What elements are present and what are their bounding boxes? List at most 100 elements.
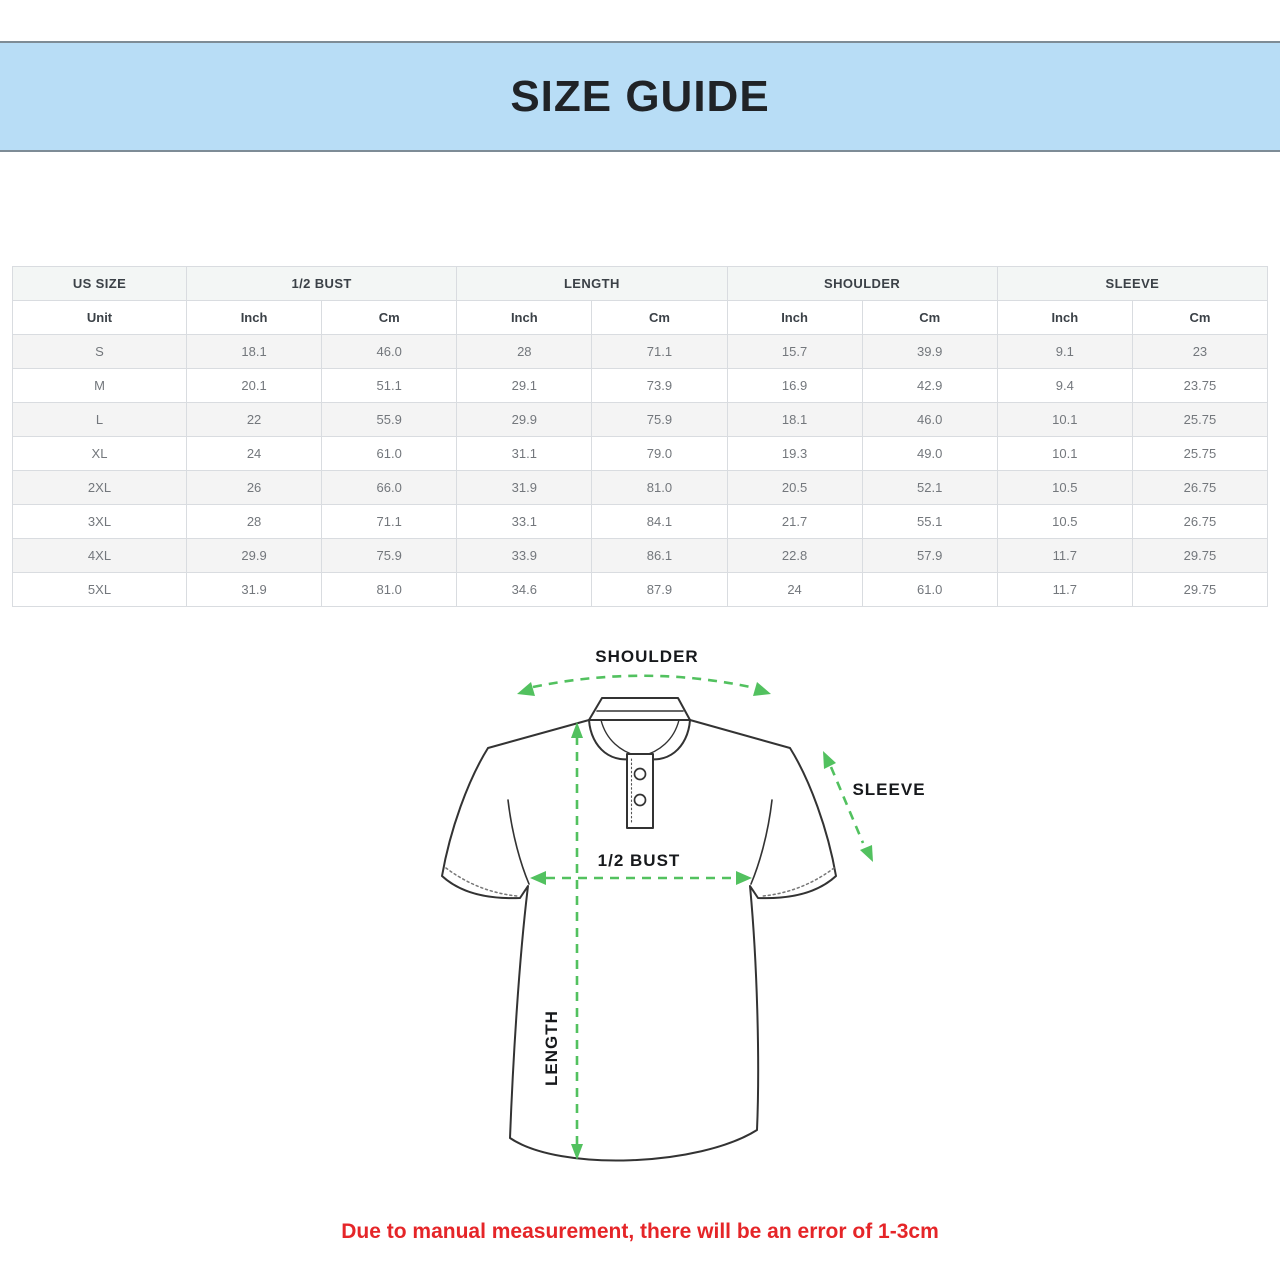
measurement-cell: 31.9 xyxy=(185,572,323,607)
col-header-length: LENGTH xyxy=(456,266,728,301)
measurement-cell: 18.1 xyxy=(726,402,863,437)
measurement-cell: 34.6 xyxy=(456,572,593,607)
measurement-cell: 25.75 xyxy=(1131,436,1269,471)
measurement-cell: 49.0 xyxy=(861,436,998,471)
measurement-cell: 9.4 xyxy=(996,368,1133,403)
measurement-cell: 22.8 xyxy=(726,538,863,573)
measurement-cell: 29.75 xyxy=(1131,538,1269,573)
row-size-label: 2XL xyxy=(12,470,187,505)
measurement-cell: 84.1 xyxy=(591,504,728,539)
measurement-cell: 51.1 xyxy=(321,368,458,403)
row-size-label: 4XL xyxy=(12,538,187,573)
page-title: SIZE GUIDE xyxy=(510,71,770,121)
measurement-cell: 46.0 xyxy=(861,402,998,437)
table-unit-header-row: Unit Inch Cm Inch Cm Inch Cm Inch Cm xyxy=(12,300,1269,335)
measurement-cell: 20.1 xyxy=(185,368,323,403)
length-label: LENGTH xyxy=(542,1010,561,1086)
measurement-cell: 9.1 xyxy=(996,334,1133,369)
table-row: 2XL 26 66.0 31.9 81.0 20.5 52.1 10.5 26.75 xyxy=(12,470,1269,505)
measurement-cell: 16.9 xyxy=(726,368,863,403)
col-header-us-size: US SIZE xyxy=(12,266,187,301)
measurement-cell: 21.7 xyxy=(726,504,863,539)
unit-header: Unit xyxy=(12,300,187,335)
bust-label: 1/2 BUST xyxy=(598,851,681,870)
measurement-cell: 25.75 xyxy=(1131,402,1269,437)
bust-measure-arrow xyxy=(530,871,752,885)
row-size-label: M xyxy=(12,368,187,403)
unit-header: Cm xyxy=(1131,300,1269,335)
measurement-cell: 73.9 xyxy=(591,368,728,403)
measurement-cell: 79.0 xyxy=(591,436,728,471)
size-table: US SIZE 1/2 BUST LENGTH SHOULDER SLEEVE … xyxy=(12,266,1269,607)
measurement-cell: 29.75 xyxy=(1131,572,1269,607)
row-size-label: 5XL xyxy=(12,572,187,607)
polo-shirt-outline xyxy=(441,697,837,1162)
measurement-cell: 28 xyxy=(185,504,323,539)
measurement-cell: 22 xyxy=(185,402,323,437)
col-header-shoulder: SHOULDER xyxy=(726,266,998,301)
measurement-cell: 33.9 xyxy=(456,538,593,573)
measurement-cell: 11.7 xyxy=(996,538,1133,573)
measurement-cell: 26.75 xyxy=(1131,504,1269,539)
measurement-cell: 87.9 xyxy=(591,572,728,607)
measurement-note: Due to manual measurement, there will be… xyxy=(341,1220,939,1243)
unit-header: Cm xyxy=(861,300,998,335)
measurement-cell: 26.75 xyxy=(1131,470,1269,505)
measurement-cell: 42.9 xyxy=(861,368,998,403)
col-header-sleeve: SLEEVE xyxy=(996,266,1269,301)
measurement-cell: 23 xyxy=(1131,334,1269,369)
table-row: XL 24 61.0 31.1 79.0 19.3 49.0 10.1 25.75 xyxy=(12,436,1269,471)
measurement-cell: 31.9 xyxy=(456,470,593,505)
table-group-header-row: US SIZE 1/2 BUST LENGTH SHOULDER SLEEVE xyxy=(12,266,1269,301)
unit-header: Cm xyxy=(321,300,458,335)
measurement-cell: 10.1 xyxy=(996,402,1133,437)
row-size-label: L xyxy=(12,402,187,437)
measurement-cell: 10.5 xyxy=(996,470,1133,505)
sleeve-label: SLEEVE xyxy=(852,780,925,799)
measurement-cell: 19.3 xyxy=(726,436,863,471)
measurement-cell: 10.1 xyxy=(996,436,1133,471)
unit-header: Inch xyxy=(726,300,863,335)
table-row: 3XL 28 71.1 33.1 84.1 21.7 55.1 10.5 26.75 xyxy=(12,504,1269,539)
row-size-label: 3XL xyxy=(12,504,187,539)
measurement-cell: 20.5 xyxy=(726,470,863,505)
measurement-cell: 29.9 xyxy=(456,402,593,437)
measurement-cell: 55.9 xyxy=(321,402,458,437)
measurement-cell: 29.1 xyxy=(456,368,593,403)
measurement-cell: 15.7 xyxy=(726,334,863,369)
col-header-bust: 1/2 BUST xyxy=(185,266,458,301)
measurement-cell: 75.9 xyxy=(321,538,458,573)
measurement-cell: 10.5 xyxy=(996,504,1133,539)
table-row: 5XL 31.9 81.0 34.6 87.9 24 61.0 11.7 29.75 xyxy=(12,572,1269,607)
measurement-cell: 26 xyxy=(185,470,323,505)
measurement-cell: 24 xyxy=(726,572,863,607)
measurement-cell: 55.1 xyxy=(861,504,998,539)
table-row: S 18.1 46.0 28 71.1 15.7 39.9 9.1 23 xyxy=(12,334,1269,369)
measurement-cell: 81.0 xyxy=(321,572,458,607)
size-table-body: S 18.1 46.0 28 71.1 15.7 39.9 9.1 23 M 20.1 51.1 29.… xyxy=(12,334,1269,607)
length-measure-arrow xyxy=(571,722,583,1160)
size-guide-banner: SIZE GUIDE xyxy=(0,41,1280,152)
measurement-cell: 18.1 xyxy=(185,334,323,369)
measurement-cell: 71.1 xyxy=(591,334,728,369)
table-row: L 22 55.9 29.9 75.9 18.1 46.0 10.1 25.75 xyxy=(12,402,1269,437)
measurement-cell: 39.9 xyxy=(861,334,998,369)
measurement-cell: 31.1 xyxy=(456,436,593,471)
measurement-cell: 66.0 xyxy=(321,470,458,505)
measurement-cell: 11.7 xyxy=(996,572,1133,607)
shoulder-measure-arrow xyxy=(517,674,771,696)
row-size-label: S xyxy=(12,334,187,369)
measurement-cell: 61.0 xyxy=(321,436,458,471)
unit-header: Inch xyxy=(185,300,323,335)
row-size-label: XL xyxy=(12,436,187,471)
unit-header: Inch xyxy=(996,300,1133,335)
table-row: 4XL 29.9 75.9 33.9 86.1 22.8 57.9 11.7 29.75 xyxy=(12,538,1269,573)
measurement-cell: 23.75 xyxy=(1131,368,1269,403)
polo-diagram: SHOULDER SLEEVE 1/2 BUST LENGTH xyxy=(441,647,925,1162)
measurement-cell: 81.0 xyxy=(591,470,728,505)
measurement-cell: 33.1 xyxy=(456,504,593,539)
measurement-cell: 61.0 xyxy=(861,572,998,607)
sleeve-measure-arrow xyxy=(823,751,873,862)
measurement-cell: 86.1 xyxy=(591,538,728,573)
measurement-cell: 24 xyxy=(185,436,323,471)
